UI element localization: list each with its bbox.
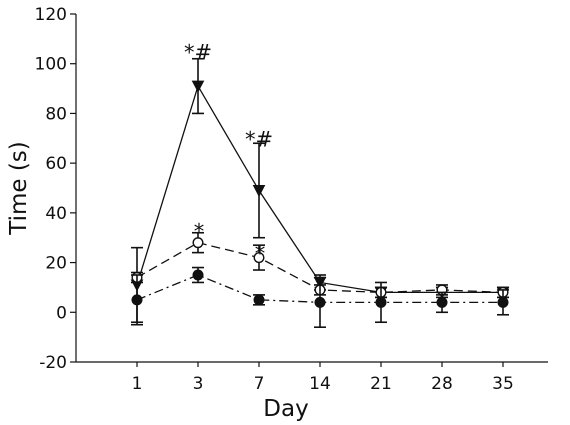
data-point	[314, 296, 326, 308]
series-3	[131, 266, 509, 329]
y-tick-label: 0	[56, 303, 67, 323]
significance-marker: *	[255, 242, 266, 266]
y-axis-title: Time (s)	[6, 141, 32, 236]
y-tick-label: -20	[39, 353, 67, 373]
series-layer	[130, 57, 510, 329]
y-tick-label: 100	[35, 55, 67, 75]
data-point	[191, 80, 205, 93]
x-axis-title: Day	[263, 396, 308, 422]
y-tick-label: 20	[45, 254, 67, 274]
data-point	[436, 296, 448, 308]
y-ticks: 120 100 80 60 40 20 0 -20	[35, 5, 76, 373]
significance-marker: *	[194, 219, 205, 243]
x-tick-label: 1	[132, 374, 143, 394]
x-tick-label: 3	[193, 374, 204, 394]
y-tick-label: 60	[45, 154, 67, 174]
x-ticks: 1 3 7 14 21 28 35	[132, 362, 514, 394]
significance-marker: *#	[245, 127, 273, 151]
data-point	[252, 184, 266, 198]
series-line	[136, 84, 503, 294]
annotations: *# *# * *	[184, 40, 273, 265]
data-point	[192, 237, 204, 249]
data-point	[131, 294, 143, 306]
significance-marker: *#	[184, 40, 212, 64]
data-point	[375, 296, 387, 308]
x-tick-label: 21	[370, 374, 392, 394]
y-tick-label: 80	[45, 104, 67, 124]
y-tick-label: 120	[35, 5, 67, 25]
data-point	[497, 296, 509, 308]
x-tick-label: 14	[309, 374, 331, 394]
y-tick-label: 40	[45, 204, 67, 224]
data-point	[253, 294, 265, 306]
data-point	[192, 269, 204, 281]
x-tick-label: 35	[492, 374, 514, 394]
plot-area	[75, 14, 548, 363]
x-tick-label: 7	[254, 374, 265, 394]
data-point	[253, 252, 265, 264]
x-tick-label: 28	[431, 374, 453, 394]
